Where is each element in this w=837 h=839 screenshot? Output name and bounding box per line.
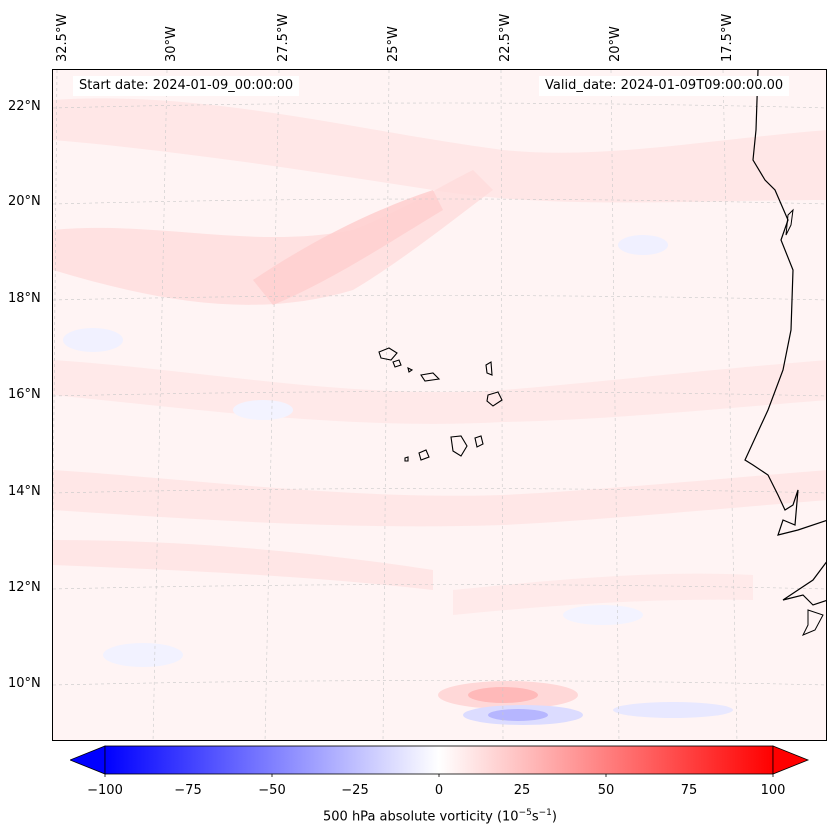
lat-label-10n: 10°N	[8, 676, 41, 691]
cbar-tick-neg100: −100	[87, 783, 123, 798]
cbar-tick-neg75: −75	[174, 783, 202, 798]
colorbar	[70, 745, 810, 777]
lon-label-32-5w: 32.5°W	[55, 13, 70, 62]
lon-label-20w: 20°W	[608, 26, 623, 62]
lat-label-12n: 12°N	[8, 580, 41, 595]
lat-label-20n: 20°N	[8, 194, 41, 209]
colorbar-label: 500 hPa absolute vorticity (10−5s−1)	[323, 808, 557, 825]
cbar-tick-neg25: −25	[341, 783, 369, 798]
vorticity-field	[53, 70, 826, 740]
lat-label-22n: 22°N	[8, 99, 41, 114]
map-panel[interactable]	[52, 69, 827, 741]
lon-label-17-5w: 17.5°W	[720, 13, 735, 62]
lat-label-16n: 16°N	[8, 387, 41, 402]
lat-label-18n: 18°N	[8, 291, 41, 306]
cbar-tick-neg50: −50	[258, 783, 286, 798]
lon-label-27-5w: 27.5°W	[276, 13, 291, 62]
cbar-tick-0: 0	[434, 783, 444, 798]
cbar-tick-100: 100	[760, 783, 786, 798]
cbar-tick-75: 75	[680, 783, 698, 798]
lat-label-14n: 14°N	[8, 484, 41, 499]
cbar-tick-25: 25	[513, 783, 531, 798]
valid-date-label: Valid_date: 2024-01-09T09:00:00.00	[539, 76, 790, 96]
start-date-label: Start date: 2024-01-09_00:00:00	[73, 76, 300, 96]
lon-label-30w: 30°W	[164, 26, 179, 62]
lon-label-22-5w: 22.5°W	[498, 13, 513, 62]
cbar-tick-50: 50	[597, 783, 615, 798]
cape-verde-islands	[378, 347, 503, 462]
lon-label-25w: 25°W	[386, 26, 401, 62]
